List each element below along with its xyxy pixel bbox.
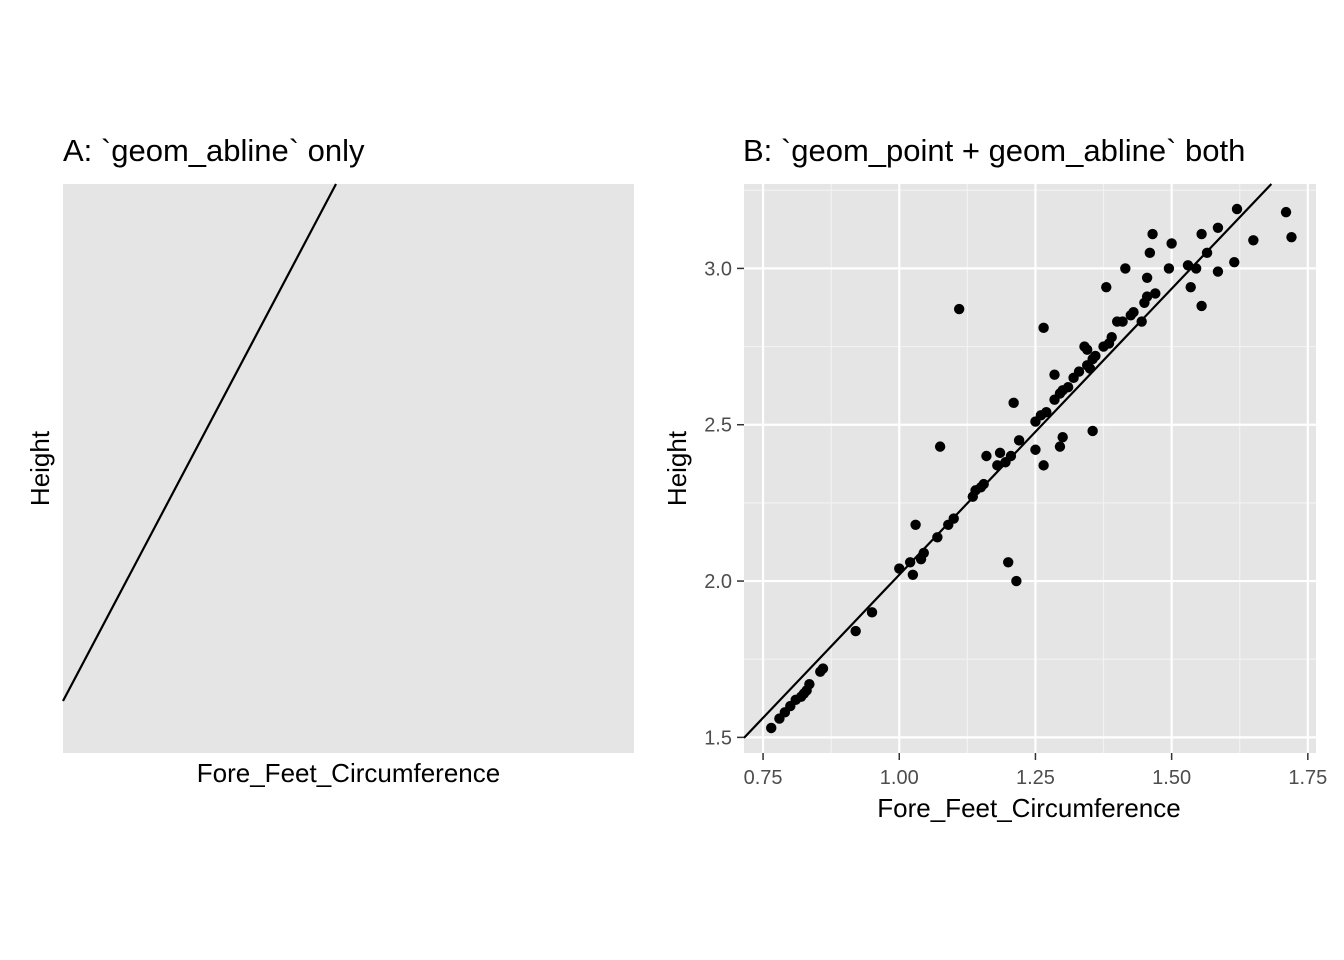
data-point bbox=[1082, 344, 1093, 355]
data-point bbox=[766, 722, 777, 734]
data-point bbox=[1190, 263, 1202, 274]
data-point bbox=[1106, 331, 1117, 343]
data-point bbox=[907, 569, 919, 580]
x-tick-label: 1.50 bbox=[1152, 767, 1191, 789]
panel-b-major-grid bbox=[744, 184, 1316, 753]
x-tick-label: 1.25 bbox=[1016, 767, 1055, 789]
data-point bbox=[1030, 444, 1041, 455]
y-tick-label: 2.0 bbox=[704, 571, 732, 593]
data-point bbox=[1101, 281, 1112, 293]
data-point bbox=[1231, 203, 1243, 215]
data-point bbox=[1011, 575, 1022, 587]
data-point bbox=[1128, 306, 1139, 318]
data-point bbox=[1212, 222, 1224, 233]
panel-b-x-axis: 0.75 1.00 1.25 1.50 1.75 bbox=[744, 753, 1327, 789]
panel-b-y-axis: 1.5 2.0 2.5 3.0 bbox=[704, 258, 744, 749]
data-point bbox=[1280, 206, 1292, 218]
data-point bbox=[1117, 316, 1128, 327]
data-point bbox=[1008, 397, 1019, 409]
data-point bbox=[1163, 263, 1175, 274]
data-point bbox=[1090, 350, 1101, 362]
y-tick-label: 2.5 bbox=[704, 415, 732, 437]
y-tick-label: 1.5 bbox=[704, 727, 732, 749]
panel-b-abline bbox=[743, 183, 1273, 739]
y-tick-label: 3.0 bbox=[704, 258, 732, 280]
data-point bbox=[1144, 247, 1156, 258]
data-point bbox=[1073, 366, 1085, 377]
data-point bbox=[1229, 256, 1240, 268]
panel-a-y-axis-title: Height bbox=[25, 430, 55, 506]
panel-b-minor-grid bbox=[744, 184, 1316, 753]
panel-b-plot-area bbox=[744, 184, 1316, 753]
data-point bbox=[910, 519, 921, 530]
data-point bbox=[934, 441, 946, 452]
data-point bbox=[1062, 382, 1074, 393]
panel-a-abline bbox=[62, 183, 337, 702]
panel-b: B: `geom_point + geom_abline` both 0.75 1… bbox=[662, 133, 1327, 823]
data-point bbox=[1057, 432, 1068, 443]
data-point bbox=[804, 679, 815, 690]
panel-a: A: `geom_abline` only Fore_Feet_Circumfe… bbox=[25, 133, 634, 788]
data-point bbox=[866, 607, 878, 618]
data-point bbox=[817, 663, 829, 674]
data-point bbox=[1038, 322, 1049, 334]
x-tick-label: 1.75 bbox=[1288, 767, 1327, 789]
panel-a-plot-area bbox=[63, 184, 634, 753]
data-point bbox=[1166, 238, 1177, 249]
data-point bbox=[1013, 435, 1025, 446]
data-point bbox=[1212, 266, 1224, 277]
data-point bbox=[1003, 557, 1014, 568]
data-point bbox=[981, 450, 992, 462]
panel-b-x-axis-title: Fore_Feet_Circumference bbox=[877, 793, 1180, 823]
data-point bbox=[1141, 291, 1153, 302]
panel-b-title: B: `geom_point + geom_abline` both bbox=[743, 133, 1245, 168]
data-point bbox=[1141, 272, 1153, 283]
x-tick-label: 0.75 bbox=[744, 767, 783, 789]
data-point bbox=[1041, 407, 1052, 418]
data-point bbox=[994, 447, 1006, 459]
data-point bbox=[1196, 228, 1207, 240]
panel-b-y-axis-title: Height bbox=[662, 430, 692, 506]
x-tick-label: 1.00 bbox=[880, 767, 919, 789]
data-point bbox=[1248, 235, 1259, 246]
data-point bbox=[953, 303, 965, 315]
data-point bbox=[1120, 263, 1131, 274]
panel-a-x-axis-title: Fore_Feet_Circumference bbox=[197, 758, 500, 788]
data-point bbox=[1196, 300, 1207, 312]
data-point bbox=[1185, 281, 1196, 293]
data-point bbox=[1049, 369, 1060, 380]
data-point bbox=[1150, 288, 1161, 299]
panel-a-title: A: `geom_abline` only bbox=[63, 133, 365, 168]
data-point bbox=[850, 625, 861, 637]
data-point bbox=[1038, 460, 1049, 471]
data-point bbox=[978, 478, 989, 490]
data-point bbox=[1147, 228, 1158, 240]
data-point bbox=[1054, 441, 1066, 452]
data-point bbox=[1286, 231, 1297, 243]
panel-b-points bbox=[766, 203, 1297, 734]
data-point bbox=[1087, 425, 1098, 437]
data-point bbox=[932, 532, 943, 543]
